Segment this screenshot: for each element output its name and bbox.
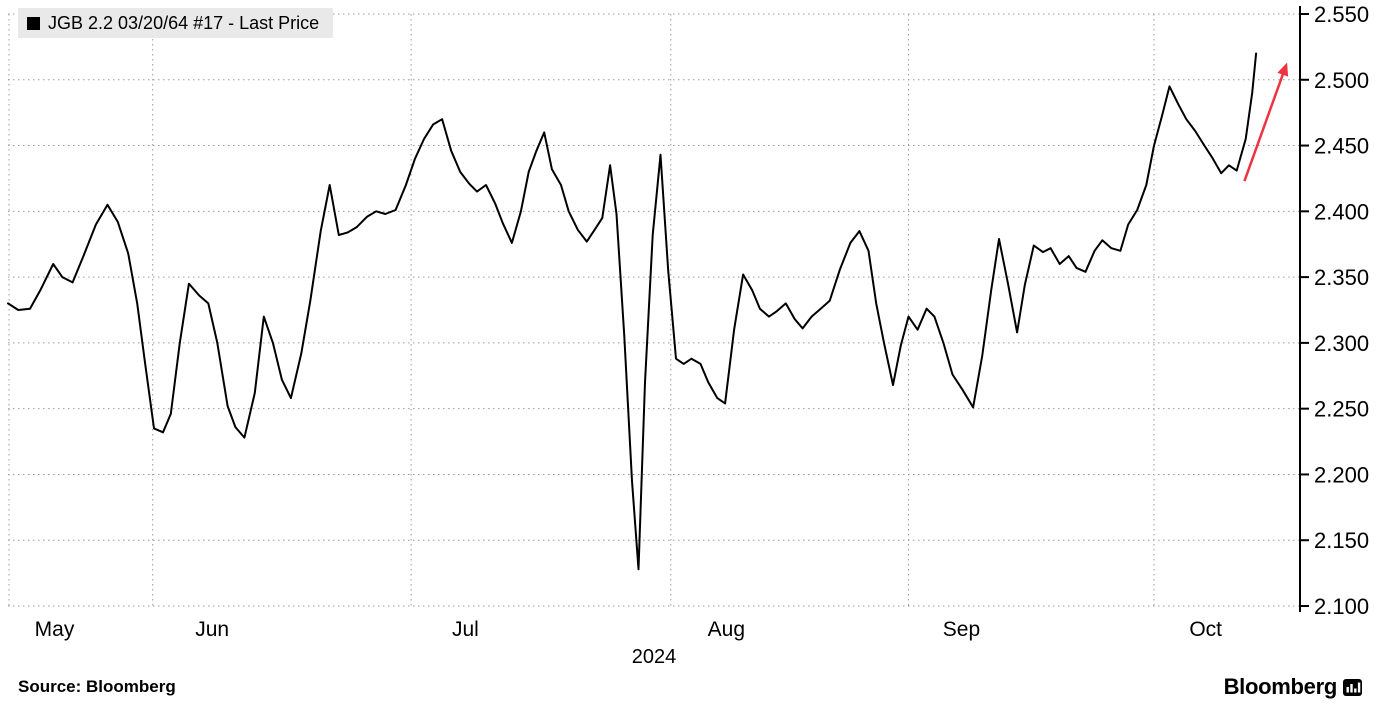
x-axis-month-label: May <box>35 618 75 641</box>
y-axis-tick-label: 2.300 <box>1314 331 1369 356</box>
bloomberg-logo: Bloomberg <box>1224 674 1362 700</box>
y-axis-tick-label: 2.250 <box>1314 397 1369 422</box>
trend-arrow-head <box>1277 62 1289 77</box>
y-axis-tick-label: 2.100 <box>1314 594 1369 619</box>
trend-arrow-shaft <box>1243 66 1287 182</box>
y-axis-tick-label: 2.500 <box>1314 68 1369 93</box>
price-chart: 2.550 2.500 2.450 2.400 2.350 2.300 2.250 2.200… <box>7 2 1369 668</box>
legend: JGB 2.2 03/20/64 #17 - Last Price <box>18 8 334 38</box>
y-axis-tick-label: 2.450 <box>1314 134 1369 159</box>
price-chart-area: 2.550 2.500 2.450 2.400 2.350 2.300 2.250 2.200… <box>7 2 1369 668</box>
source-credit: Source: Bloomberg <box>18 677 176 696</box>
x-axis-month-label: Sep <box>943 618 980 641</box>
x-axis-month-label: Oct <box>1189 618 1222 641</box>
bloomberg-terminal-icon <box>1343 678 1362 696</box>
bloomberg-wordmark: Bloomberg <box>1223 674 1338 699</box>
footer: Source: Bloomberg Bloomberg <box>0 674 1382 700</box>
x-axis-year-label: 2024 <box>632 646 677 668</box>
y-axis-tick-label: 2.200 <box>1314 462 1369 487</box>
x-axis-month-label: Jul <box>452 618 479 641</box>
y-axis-tick-label: 2.150 <box>1314 528 1369 553</box>
legend-swatch-icon <box>27 16 40 30</box>
y-axis-tick-label: 2.400 <box>1314 199 1369 224</box>
y-axis-tick-label: 2.550 <box>1314 2 1369 27</box>
x-axis-month-label: Jun <box>195 618 229 641</box>
y-axis-tick-label: 2.350 <box>1314 265 1369 290</box>
price-line-series <box>7 52 1258 571</box>
legend-label: JGB 2.2 03/20/64 #17 - Last Price <box>48 13 320 33</box>
x-axis-month-label: Aug <box>708 618 745 641</box>
